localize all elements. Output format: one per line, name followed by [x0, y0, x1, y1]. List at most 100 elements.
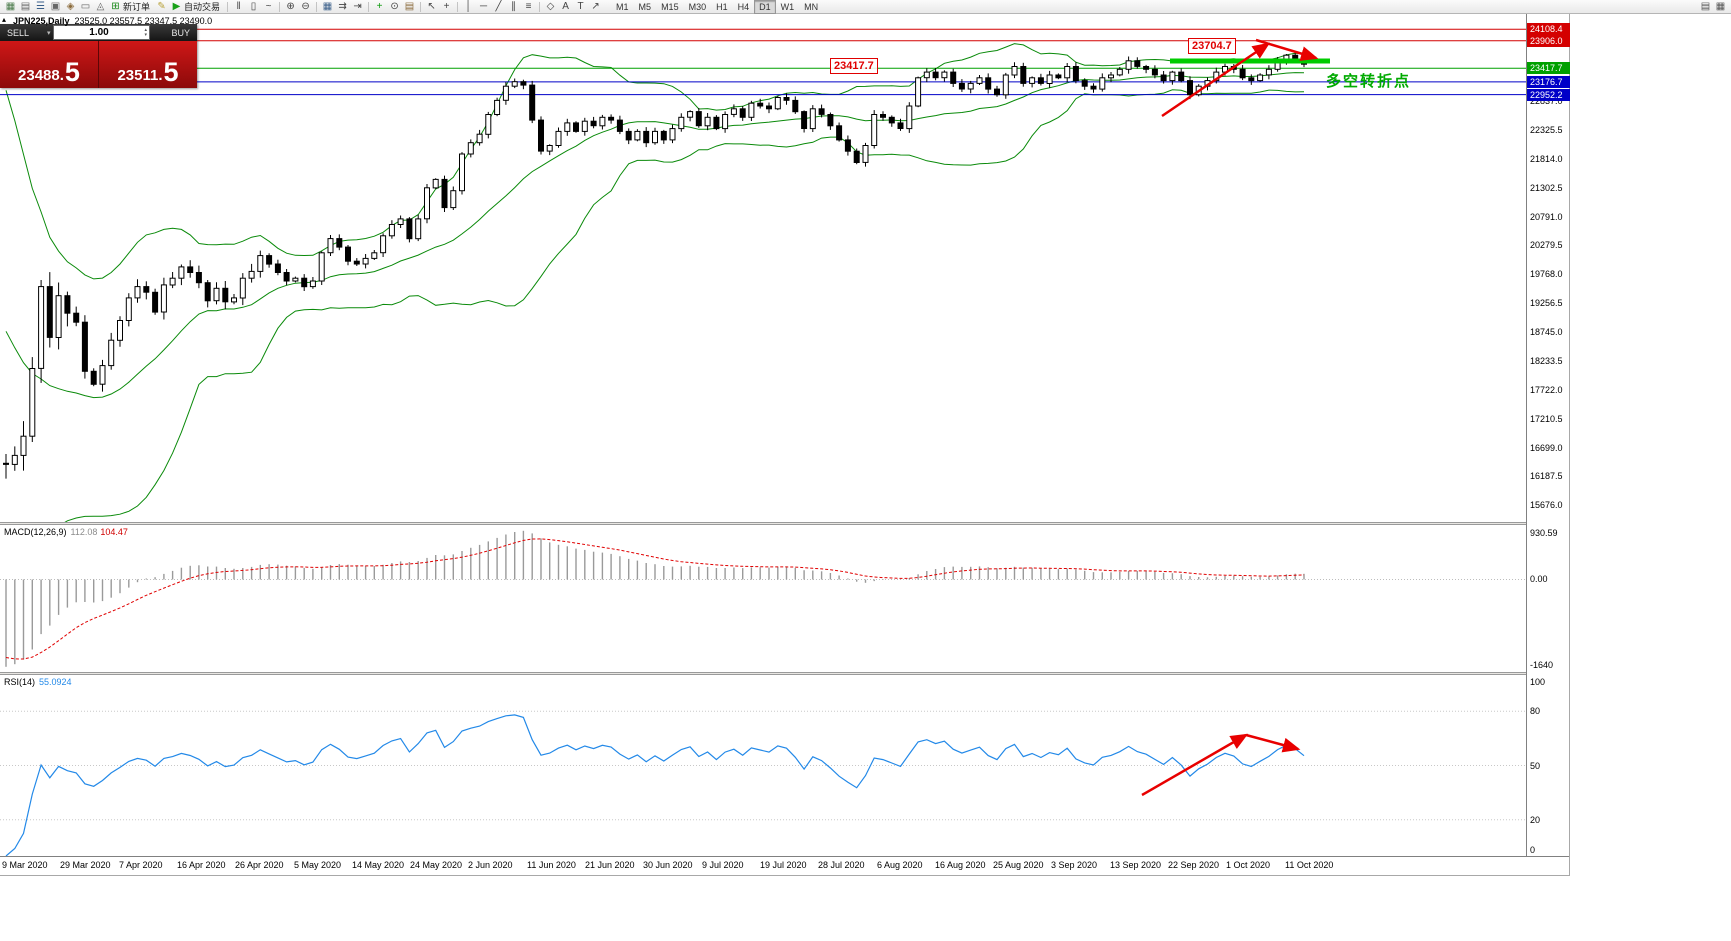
macd-signal-line [5, 538, 1305, 660]
text-icon[interactable]: A [562, 0, 569, 12]
pane-separator[interactable] [0, 522, 1569, 525]
time-axis[interactable]: 9 Mar 2020 29 Mar 2020 7 Apr 2020 16 Apr 20… [0, 856, 1569, 874]
timeframe-w1[interactable]: W1 [780, 1, 795, 12]
terminal-icon[interactable]: ▭ [80, 0, 91, 12]
indicators-icon[interactable]: + [376, 0, 383, 12]
date-label: 16 Aug 2020 [935, 860, 986, 870]
new-window-icon[interactable]: ▤ [1700, 0, 1711, 12]
volume-value[interactable]: 1.00 [89, 27, 109, 38]
price-scale-label: 20791.0 [1530, 212, 1563, 222]
rsi-label: RSI(14) 55.0924 [4, 677, 72, 687]
line-chart-icon[interactable]: ~ [265, 0, 272, 12]
one-click-toggle-icon[interactable]: ▴ [2, 15, 7, 24]
date-label: 5 May 2020 [294, 860, 342, 870]
bollinger-middle-band [5, 72, 1305, 399]
date-label: 11 Jun 2020 [527, 860, 576, 870]
volume-up-icon[interactable]: ▴ [144, 26, 147, 33]
chart-symbol-period: JPN225,Daily [13, 16, 70, 26]
text-label-icon[interactable]: T [577, 0, 584, 12]
price-tag-23906.0: 23906.0 [1527, 35, 1570, 47]
date-label: 22 Sep 2020 [1168, 860, 1220, 870]
one-click-trading-panel: SELL ▾ 1.00 ▴ ▾ BUY 23488. 5 23511. 5 [0, 24, 197, 88]
timeframe-m30[interactable]: M30 [688, 1, 707, 12]
price-scale-label: 15676.0 [1530, 500, 1563, 510]
price-scale-label: 22325.5 [1530, 125, 1563, 135]
profiles-icon[interactable]: ▤ [20, 0, 31, 12]
date-label: 9 Mar 2020 [2, 860, 48, 870]
periods-icon[interactable]: ⊙ [390, 0, 399, 12]
templates-icon[interactable]: ▤ [404, 0, 415, 12]
timeframe-h1[interactable]: H1 [716, 1, 728, 12]
autotrading-button[interactable]: ▶ [172, 0, 181, 12]
price-scale-label: 21302.5 [1530, 183, 1563, 193]
arrange-windows-icon[interactable]: ▦ [1715, 0, 1726, 12]
date-label: 19 Jul 2020 [760, 860, 807, 870]
toolbar-separator [420, 1, 422, 12]
timeframe-d1[interactable]: D1 [754, 0, 776, 14]
zoom-out-icon[interactable]: ⊖ [301, 0, 310, 12]
date-label: 6 Aug 2020 [877, 860, 923, 870]
rsi-svg [0, 710, 1526, 856]
price-scale-label: 18745.0 [1530, 327, 1563, 337]
chart-ohlc-values: 23525.0 23557.5 23347.5 23490.0 [74, 16, 213, 26]
new-order-button[interactable]: ⊞ [111, 0, 120, 12]
data-window-icon[interactable]: ▣ [50, 0, 61, 12]
sell-price-big-digit: 5 [64, 57, 80, 87]
sell-button[interactable]: 23488. 5 [0, 41, 99, 88]
buy-button[interactable]: 23511. 5 [99, 41, 197, 88]
price-pane[interactable]: ▴ JPN225,Daily 23525.0 23557.5 23347.5 23… [0, 14, 1526, 522]
trendline-icon[interactable]: ╱ [495, 0, 502, 12]
cursor-icon[interactable]: ↖ [427, 0, 436, 12]
price-chart-svg[interactable] [0, 14, 1526, 522]
price-scale-label: 22837.0 [1530, 96, 1563, 106]
price-scale-column[interactable]: 22837.0 22325.5 21814.0 21302.5 20791.0 20279… [1526, 14, 1570, 856]
macd-scale-bottom: -1640 [1530, 660, 1554, 670]
arrow-tools-icon[interactable]: ↗ [591, 0, 600, 12]
toolbar-separator [368, 1, 370, 12]
bar-chart-icon[interactable]: ‖ [236, 0, 241, 12]
date-label: 30 Jun 2020 [643, 860, 693, 870]
vertical-line-icon[interactable]: │ [465, 0, 472, 12]
market-watch-icon[interactable]: ☰ [36, 0, 45, 12]
new-order-button-label[interactable]: 新订单 [123, 2, 151, 12]
sell-dropdown-icon[interactable]: ▾ [47, 29, 51, 37]
timeframe-h4[interactable]: H4 [737, 1, 750, 12]
buy-price-big-digit: 5 [163, 57, 179, 87]
price-scale-label: 21814.0 [1530, 154, 1563, 164]
timeframe-mn[interactable]: MN [804, 1, 819, 12]
timeframe-m15[interactable]: M15 [661, 1, 679, 12]
fibonacci-icon[interactable]: ≡ [525, 0, 532, 12]
price-annotation-23417: 23417.7 [830, 58, 878, 74]
rsi-pane[interactable]: RSI(14) 55.0924 [0, 675, 1526, 856]
crosshair-icon[interactable]: + [443, 0, 450, 12]
strategy-tester-icon[interactable]: ◬ [96, 0, 105, 12]
one-click-price-row: 23488. 5 23511. 5 [0, 41, 197, 88]
rsi-value: 55.0924 [39, 677, 72, 687]
tile-windows-icon[interactable]: ▦ [322, 0, 333, 12]
date-label: 25 Aug 2020 [993, 860, 1044, 870]
price-scale-label: 17722.0 [1530, 385, 1563, 395]
rsi-scale-100: 100 [1530, 677, 1546, 687]
new-chart-icon[interactable]: ▦ [5, 0, 16, 12]
volume-input[interactable]: 1.00 ▴ ▾ [52, 25, 150, 40]
volume-spinner[interactable]: ▴ ▾ [144, 26, 149, 38]
zoom-in-icon[interactable]: ⊕ [286, 0, 295, 12]
auto-scroll-icon[interactable]: ⇉ [338, 0, 347, 12]
equidistant-channel-icon[interactable]: ∥ [511, 0, 517, 12]
shapes-icon[interactable]: ◇ [546, 0, 555, 12]
timeframe-m5[interactable]: M5 [638, 1, 652, 12]
macd-pane[interactable]: MACD(12,26,9) 112.08 104.47 [0, 525, 1526, 672]
macd-scale-zero: 0.00 [1530, 574, 1548, 584]
price-tag-23417.7: 23417.7 [1527, 62, 1570, 74]
toolbar-left-group: ▦ ▤ ☰ ▣ ◈ ▭ ◬ ⊞ 新订单 ✎ ▶ 自动交易 ‖ ▯ ~ ⊕ ⊖ ▦ ⇉ ⇥ + ⊙ ▤ ↖ + │ ─ ╱ ∥ ≡ ◇ A T ↗ [3, 0, 603, 13]
horizontal-line-icon[interactable]: ─ [479, 0, 488, 12]
volume-down-icon[interactable]: ▾ [144, 31, 147, 38]
buy-label: BUY [171, 27, 190, 38]
candlestick-icon[interactable]: ▯ [250, 0, 257, 12]
metaeditor-icon[interactable]: ✎ [157, 0, 166, 12]
chart-shift-icon[interactable]: ⇥ [353, 0, 362, 12]
pane-separator[interactable] [0, 672, 1569, 675]
autotrading-button-label[interactable]: 自动交易 [184, 2, 221, 12]
navigator-icon[interactable]: ◈ [66, 0, 75, 12]
timeframe-m1[interactable]: M1 [616, 1, 629, 12]
